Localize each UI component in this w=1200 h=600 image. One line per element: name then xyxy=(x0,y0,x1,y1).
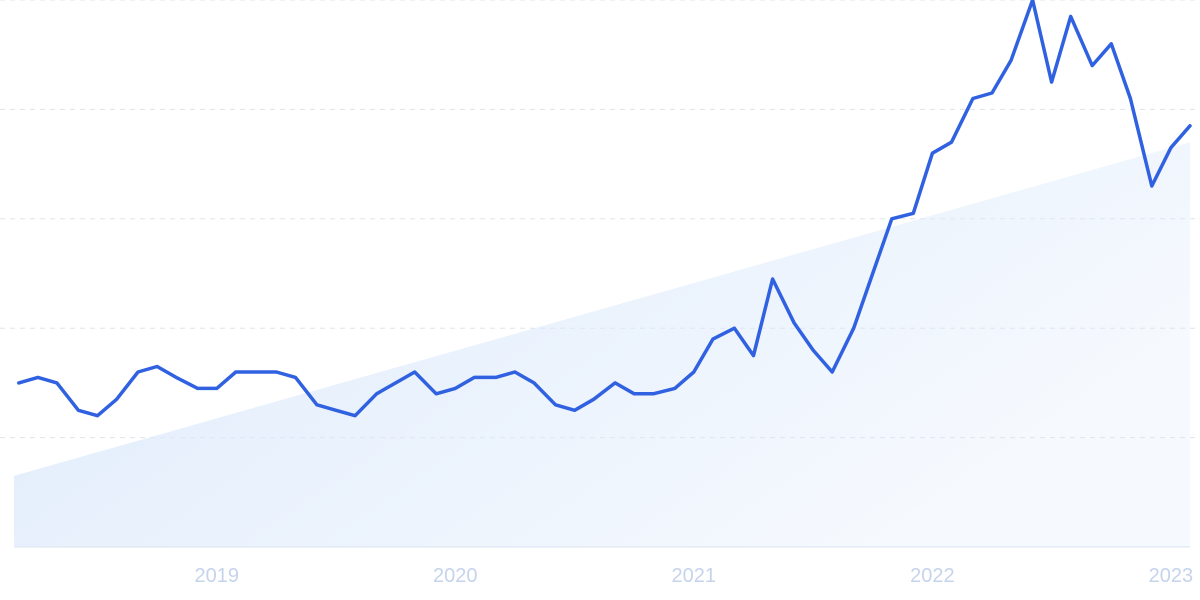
x-tick-label-2023: 2023 xyxy=(1149,565,1194,587)
trend-area xyxy=(14,142,1190,547)
x-axis-ticks: 2019 2020 2021 2022 2023 xyxy=(195,565,1194,587)
series-lines xyxy=(17,0,1192,418)
x-tick-label-2020: 2020 xyxy=(433,565,478,587)
x-tick-label-2022: 2022 xyxy=(910,565,955,587)
x-tick-label-2021: 2021 xyxy=(672,565,717,587)
series-line-0 xyxy=(17,0,1192,418)
x-tick-label-2019: 2019 xyxy=(195,565,240,587)
